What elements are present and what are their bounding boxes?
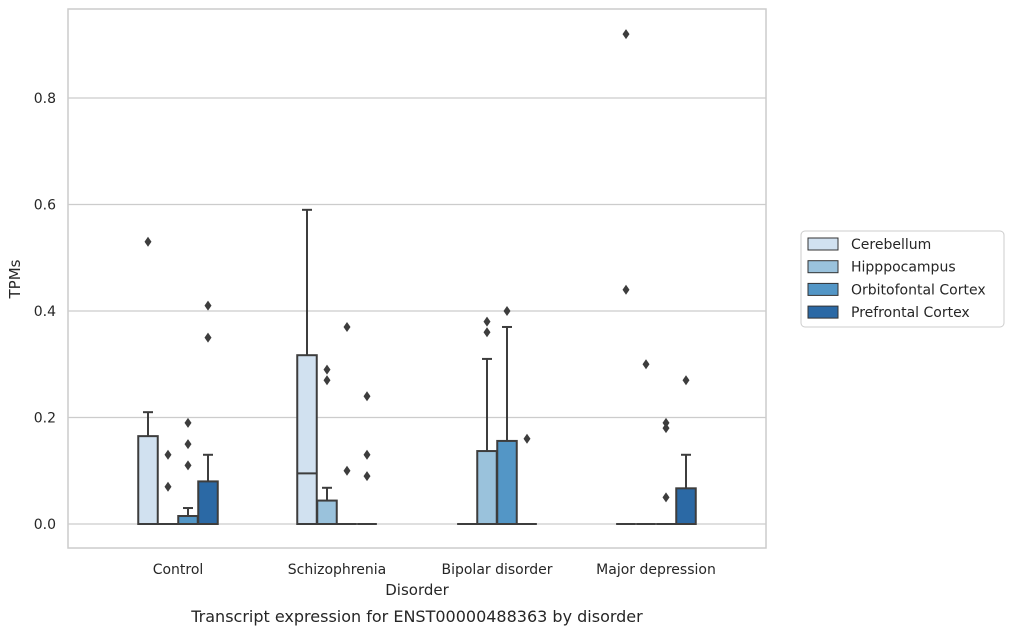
outlier-point bbox=[682, 375, 690, 386]
y-tick-label: 0.2 bbox=[34, 411, 56, 427]
y-tick-label: 0.6 bbox=[34, 198, 56, 214]
x-tick-label: Major depression bbox=[596, 562, 716, 578]
outlier-point bbox=[184, 417, 192, 428]
legend-label: Prefrontal Cortex bbox=[851, 305, 970, 321]
box-body bbox=[496, 439, 518, 525]
outlier-point bbox=[204, 300, 212, 311]
box-cerebellum bbox=[296, 208, 318, 526]
box-hipppocampus bbox=[636, 359, 656, 525]
outlier-point bbox=[363, 449, 371, 460]
x-tick-label: Schizophrenia bbox=[288, 562, 386, 578]
outlier-point bbox=[503, 306, 511, 316]
y-axis-label: TPMs bbox=[6, 259, 24, 299]
box-body bbox=[476, 450, 498, 525]
box-hipppocampus bbox=[476, 316, 498, 525]
x-axis-ticks: Control Schizophrenia Bipolar disorder Majo… bbox=[153, 562, 716, 578]
box-orbitofontal-cortex bbox=[656, 417, 676, 525]
legend-label: Cerebellum bbox=[851, 237, 931, 253]
outlier-point bbox=[164, 481, 172, 492]
outlier-point bbox=[343, 465, 351, 476]
box-body bbox=[316, 499, 338, 526]
box-prefrontal-cortex bbox=[675, 375, 697, 526]
box-hipppocampus bbox=[316, 364, 338, 526]
outlier-point bbox=[622, 29, 630, 40]
outlier-point bbox=[323, 364, 331, 375]
outlier-point bbox=[662, 423, 670, 434]
y-tick-label: 0.4 bbox=[34, 304, 56, 320]
outlier-point bbox=[184, 460, 192, 471]
x-tick-label: Control bbox=[153, 562, 204, 578]
box-body bbox=[197, 480, 219, 525]
outlier-point bbox=[662, 417, 670, 428]
box-orbitofontal-cortex bbox=[177, 417, 199, 526]
y-axis-ticks: 0.0 0.2 0.4 0.6 0.8 bbox=[34, 91, 56, 533]
legend: Cerebellum Hipppocampus Orbitofontal Corte… bbox=[800, 230, 1005, 328]
legend-frame bbox=[800, 230, 1005, 328]
box-hipppocampus bbox=[158, 449, 178, 525]
outlier-point bbox=[144, 236, 152, 247]
box-prefrontal-cortex bbox=[197, 300, 219, 525]
legend-label: Hipppocampus bbox=[851, 260, 956, 276]
legend-swatch bbox=[807, 237, 839, 251]
box-body bbox=[675, 487, 697, 526]
outlier-point bbox=[363, 391, 371, 402]
outlier-point bbox=[323, 375, 331, 386]
outlier-point bbox=[622, 284, 630, 295]
box-body bbox=[137, 435, 159, 526]
outlier-point bbox=[483, 316, 491, 327]
y-tick-label: 0.8 bbox=[34, 91, 56, 107]
box-cerebellum bbox=[137, 236, 159, 526]
outlier-point bbox=[523, 433, 531, 444]
y-tick-label: 0.0 bbox=[34, 517, 56, 533]
box-orbitofontal-cortex bbox=[337, 321, 357, 525]
legend-swatch bbox=[807, 282, 839, 296]
outlier-point bbox=[343, 321, 351, 332]
box-prefrontal-cortex bbox=[357, 391, 377, 525]
outlier-point bbox=[204, 332, 212, 343]
outlier-point bbox=[483, 327, 491, 338]
box-series-group bbox=[137, 29, 697, 526]
outlier-point bbox=[642, 359, 650, 370]
outlier-point bbox=[662, 492, 670, 503]
box-body bbox=[177, 515, 199, 526]
outlier-point bbox=[363, 471, 371, 482]
x-axis-label: Disorder bbox=[385, 581, 449, 599]
plot-area-frame bbox=[67, 8, 767, 549]
outlier-point bbox=[164, 449, 172, 460]
grid-lines bbox=[68, 97, 766, 525]
legend-swatch bbox=[807, 260, 839, 274]
box-orbitofontal-cortex bbox=[496, 306, 518, 525]
legend-swatch bbox=[807, 305, 839, 319]
x-tick-label: Bipolar disorder bbox=[441, 562, 552, 578]
outlier-point bbox=[184, 439, 192, 450]
box-cerebellum bbox=[616, 29, 636, 525]
box-body bbox=[296, 354, 318, 526]
chart-caption: Transcript expression for ENST0000048836… bbox=[190, 607, 643, 626]
box-prefrontal-cortex bbox=[517, 433, 537, 525]
legend-label: Orbitofontal Cortex bbox=[851, 282, 986, 298]
